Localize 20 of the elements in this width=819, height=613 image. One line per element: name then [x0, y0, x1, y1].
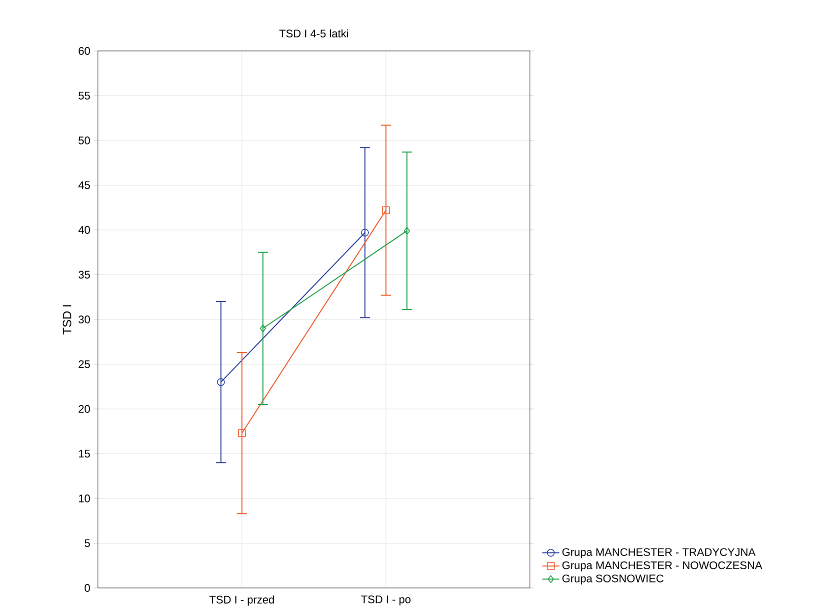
y-tick-label: 25: [78, 360, 90, 368]
legend-label: Grupa MANCHESTER - NOWOCZESNA: [562, 561, 762, 572]
y-tick-label: 30: [78, 316, 90, 324]
y-tick-label: 50: [78, 136, 90, 144]
y-tick-label: 15: [78, 450, 90, 458]
x-tick-label: TSD I - po: [361, 595, 411, 606]
y-tick-label: 55: [78, 92, 90, 100]
y-tick-label: 10: [78, 494, 90, 502]
y-tick-label: 60: [78, 47, 90, 55]
y-tick-label: 5: [84, 539, 90, 548]
y-axis-title: TSD I: [62, 305, 72, 335]
y-tick-label: 40: [78, 226, 90, 234]
x-tick-label: TSD I - przed: [209, 595, 274, 606]
y-tick-label: 35: [78, 270, 90, 279]
y-tick-label: 0: [84, 584, 90, 592]
y-tick-label: 45: [78, 181, 90, 190]
legend-label: Grupa MANCHESTER - TRADYCYJNA: [562, 548, 756, 558]
legend-label: Grupa SOSNOWIEC: [562, 574, 664, 585]
y-tick-label: 20: [78, 405, 90, 413]
chart-title: TSD I 4-5 latki: [279, 29, 348, 38]
